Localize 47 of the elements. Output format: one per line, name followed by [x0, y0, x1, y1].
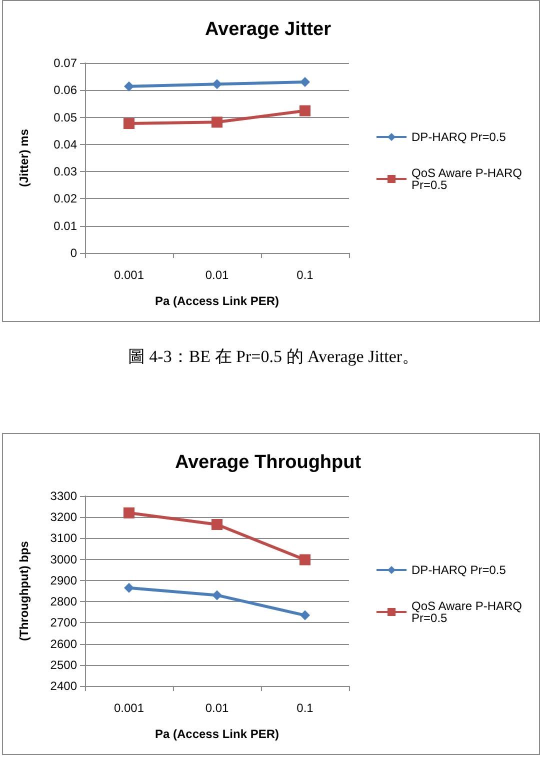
y-tick-label: 2600	[50, 636, 78, 651]
x-tick-label: 0.01	[205, 268, 229, 282]
y-tick-label: 3200	[50, 510, 78, 524]
x-tick-label: 0.1	[296, 701, 314, 715]
point	[300, 554, 310, 566]
point	[124, 81, 134, 92]
y-tick-label: 3000	[50, 552, 78, 566]
y-tick-label: 2400	[50, 679, 78, 693]
point	[124, 118, 134, 130]
y-tick-label: 0.07	[54, 56, 78, 70]
y-tick-label: 2500	[50, 658, 78, 672]
y-tick-label: 2700	[50, 616, 78, 630]
chart-title: Average Jitter	[204, 19, 332, 40]
y-tick-label: 0.03	[54, 164, 78, 179]
point	[300, 77, 310, 87]
y-tick-label: 3100	[50, 531, 78, 546]
point	[300, 105, 310, 116]
x-tick-label: 0.001	[114, 268, 144, 282]
point	[124, 507, 134, 518]
y-axis-title: (Jitter) ms	[17, 128, 31, 188]
x-tick-label: 0.1	[296, 268, 314, 282]
y-tick-label: 0.01	[54, 218, 78, 233]
x-axis-title: Pa (Access Link PER)	[154, 727, 280, 741]
point	[212, 519, 222, 530]
point	[212, 590, 222, 600]
legend-label: DP-HARQ Pr=0.5	[412, 130, 506, 144]
legend-label: QoS Aware P-HARQ Pr=0.5	[412, 166, 526, 192]
x-axis-title: Pa (Access Link PER)	[154, 294, 280, 308]
y-tick-label: 0.06	[54, 83, 78, 98]
y-tick-label: 0	[70, 246, 78, 260]
chart-title: Average Throughput	[174, 452, 362, 473]
point	[212, 116, 222, 128]
x-tick-label: 0.01	[205, 701, 229, 715]
y-tick-label: 2900	[50, 573, 78, 588]
x-tick-label: 0.001	[114, 701, 144, 715]
y-axis-title: (Throughput) bps	[17, 540, 31, 641]
y-tick-label: 3300	[50, 489, 78, 503]
y-tick-label: 0.02	[54, 192, 78, 206]
point	[212, 79, 222, 90]
y-tick-label: 0.04	[54, 137, 78, 152]
point	[300, 610, 310, 620]
legend-label: QoS Aware P-HARQ Pr=0.5	[412, 599, 526, 625]
y-tick-label: 0.05	[54, 110, 78, 124]
y-tick-label: 2800	[50, 594, 78, 609]
caption: 圖 4-3：BE 在 Pr=0.5 的 Average Jitter。	[126, 346, 420, 368]
legend-label: DP-HARQ Pr=0.5	[412, 563, 506, 577]
point	[124, 582, 134, 593]
